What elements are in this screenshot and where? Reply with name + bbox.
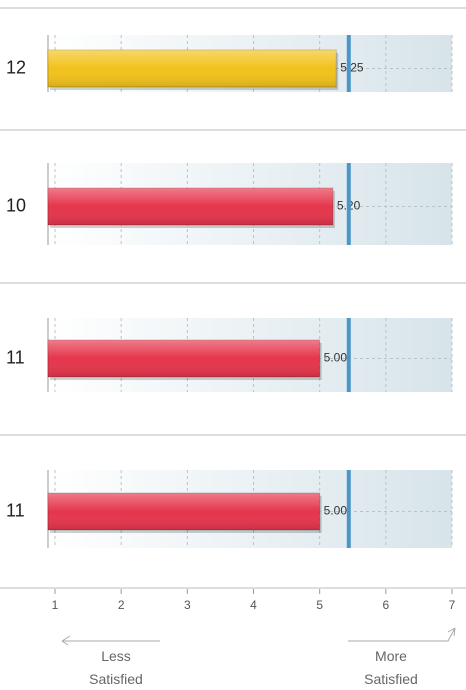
arrow-left: [61, 635, 160, 646]
category-label: 10: [6, 195, 26, 215]
value-label: 5.00: [324, 504, 348, 518]
bar-shine: [48, 50, 337, 87]
x-tick-label: 6: [382, 598, 389, 612]
x-tick-label: 5: [316, 598, 323, 612]
annotation: More Satisfied: [364, 648, 418, 687]
x-tick-label: 2: [118, 598, 125, 612]
x-tick-label: 7: [449, 598, 456, 612]
x-tick-label: 4: [250, 598, 257, 612]
annotation-line: Satisfied: [364, 671, 418, 687]
arrow-right: [348, 627, 456, 642]
bar-shine: [48, 188, 333, 225]
value-label: 5.25: [340, 61, 364, 75]
annotation: Less Satisfied: [89, 648, 143, 687]
x-tick-label: 3: [184, 598, 191, 612]
x-tick-label: 1: [52, 598, 59, 612]
category-label: 12: [6, 57, 26, 77]
category-label: 11: [6, 347, 25, 367]
category-label: 11: [6, 500, 25, 520]
value-label: 5.00: [324, 351, 348, 365]
bar-shine: [48, 340, 320, 377]
annotation-line: Satisfied: [89, 671, 143, 687]
annotation-line: Less: [101, 648, 131, 664]
annotation-line: More: [375, 648, 407, 664]
bar-shine: [48, 493, 320, 530]
